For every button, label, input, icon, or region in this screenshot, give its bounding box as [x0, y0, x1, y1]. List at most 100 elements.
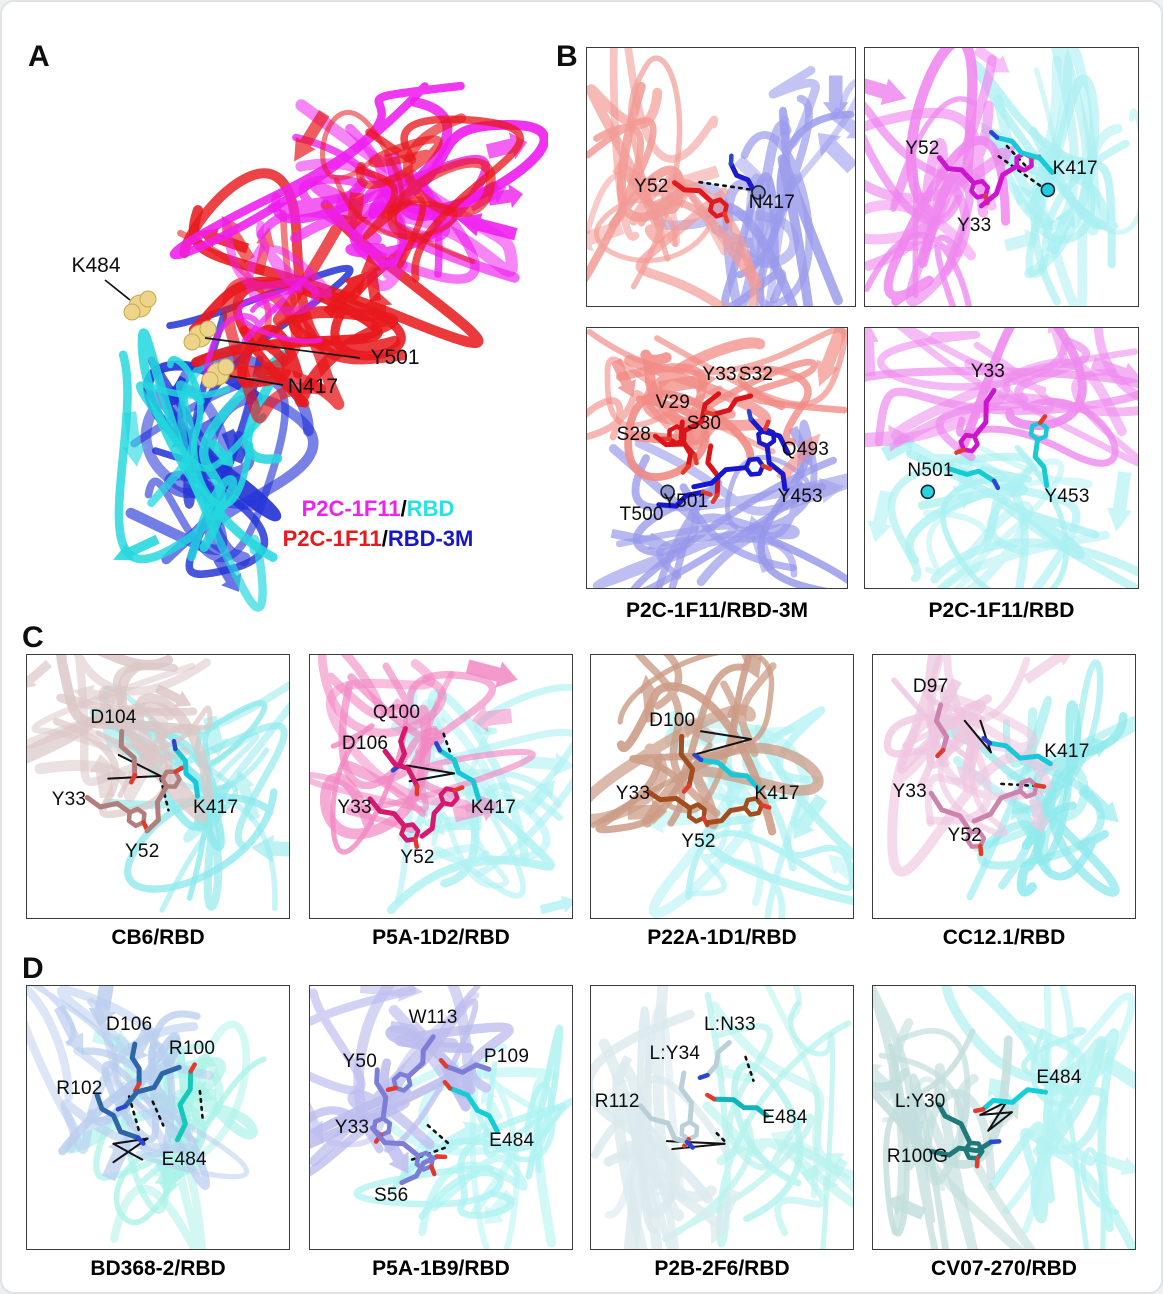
ribbon-art	[27, 986, 267, 1249]
ribbon-art	[587, 48, 855, 306]
residue-label-s30: S30	[686, 413, 722, 435]
caption-p5a1b9-rbd: P5A-1B9/RBD	[372, 1257, 510, 1280]
panel-d-letter: D	[22, 952, 44, 985]
residue-label-y453: Y453	[1044, 486, 1090, 507]
subpanel-bd3682-rbd: D106 R100 R102 E484	[26, 985, 290, 1250]
subpanel-cc121-rbd: D97 Y33 Y52 K417	[872, 654, 1136, 919]
residue-label-l-y34: L:Y34	[649, 1043, 701, 1065]
residue-label-q493: Q493	[781, 439, 830, 461]
residue-label-y453: Y453	[777, 486, 823, 507]
residue-label-k417: K417	[754, 783, 800, 805]
residue-label-t500: T500	[619, 504, 664, 526]
legend-segment: P2C-1F11	[282, 526, 382, 551]
residue-label-n417: N417	[748, 191, 796, 213]
legend-segment: RBD-3M	[387, 526, 474, 551]
ribbon-art	[310, 655, 572, 915]
residue-label-k417: K417	[470, 796, 516, 818]
caption-p5a1d2-rbd: P5A-1D2/RBD	[372, 926, 510, 949]
ribbon-art	[310, 986, 572, 1249]
residue-label-l-n33: L:N33	[704, 1014, 756, 1036]
residue-label-w113: W113	[408, 1006, 458, 1028]
subpanel-b1-p2c1f11-rbd3m-n417: Y52 N417	[586, 47, 856, 307]
ribbon-art	[883, 655, 1135, 901]
ribbon-art	[587, 328, 847, 588]
legend-line-1: P2C-1F11/RBD	[260, 494, 496, 524]
structure-annotation-k484: K484	[71, 254, 120, 277]
residue-label-k417: K417	[1052, 158, 1098, 180]
residue-label-y50: Y50	[342, 1051, 377, 1073]
residue-label-y52: Y52	[681, 830, 716, 852]
caption-p2b2f6-rbd: P2B-2F6/RBD	[654, 1257, 790, 1280]
structure-annotation-y501: Y501	[370, 346, 419, 369]
legend-segment: P2C-1F11	[301, 496, 401, 521]
legend-line-2: P2C-1F11/RBD-3M	[260, 524, 496, 554]
subpanel-p2b2f6-rbd: L:N33 L:Y34 R112 E484	[590, 985, 854, 1250]
residue-label-r100: R100	[168, 1038, 216, 1060]
caption-bd3682-rbd: BD368-2/RBD	[90, 1257, 226, 1280]
subpanel-p5a1d2-rbd: Q100 D106 Y33 Y52 K417	[309, 654, 573, 919]
residue-label-r112: R112	[594, 1090, 640, 1112]
residue-label-r100g: R100G	[886, 1145, 949, 1167]
ribbon-art	[865, 48, 1138, 306]
residue-label-y501: Y501	[663, 491, 709, 513]
residue-label-y52: Y52	[400, 846, 435, 868]
panel-b-letter: B	[556, 40, 578, 73]
residue-label-s56: S56	[374, 1185, 409, 1207]
residue-label-y33: Y33	[702, 363, 737, 385]
residue-label-s28: S28	[616, 423, 652, 445]
panel-a-letter: A	[28, 40, 50, 73]
residue-label-v29: V29	[655, 392, 691, 414]
subpanel-cv07270-rbd: E484 L:Y30 R100G	[872, 985, 1136, 1250]
residue-label-k417: K417	[193, 796, 239, 818]
caption-cb6-rbd: CB6/RBD	[111, 926, 205, 949]
residue-label-l-y30: L:Y30	[894, 1090, 946, 1112]
residue-label-y52: Y52	[947, 825, 982, 847]
panel-a-ribbon-art: K484 Y501 N417	[71, 81, 548, 612]
residue-label-y33: Y33	[970, 361, 1006, 383]
caption-cc121-rbd: CC12.1/RBD	[942, 926, 1066, 949]
subpanel-p22a1d1-rbd: D100 Y33 Y52 K417	[590, 654, 854, 919]
residue-label-d97: D97	[912, 675, 949, 697]
residue-label-e484: E484	[762, 1106, 808, 1128]
ribbon-art	[873, 986, 1135, 1249]
ribbon-art	[865, 328, 1138, 588]
residue-label-y33: Y33	[334, 1117, 370, 1139]
panel-a-legend: P2C-1F11/RBD P2C-1F11/RBD-3M	[260, 494, 496, 554]
subpanel-b4-p2c1f11-rbd: Y33 N501 Y453	[864, 327, 1139, 589]
legend-segment: /	[400, 496, 407, 521]
panel-a-structure: K484 Y501 N417	[20, 58, 548, 620]
residue-label-y33: Y33	[51, 788, 87, 810]
residue-label-n501: N501	[907, 460, 954, 481]
residue-label-r102: R102	[56, 1077, 103, 1099]
residue-label-d106: D106	[341, 733, 389, 755]
residue-label-q100: Q100	[372, 701, 421, 723]
ribbon-art	[591, 986, 853, 1249]
residue-label-p109: P109	[483, 1046, 530, 1067]
ribbon-art	[591, 655, 853, 918]
legend-segment: /	[381, 526, 388, 551]
residue-label-y33: Y33	[615, 783, 651, 805]
panel-c-letter: C	[22, 621, 44, 654]
subpanel-p5a1b9-rbd: W113 Y50 P109 Y33 S56 E484	[309, 985, 573, 1250]
residue-label-d106: D106	[106, 1014, 153, 1036]
subpanel-b3-p2c1f11-rbd3m: Y33 S32 V29 S30 S28 Q493 Y453 Y501 T500	[586, 327, 848, 589]
residue-label-y52: Y52	[905, 137, 940, 159]
caption-p2c1f11-rbd3m: P2C-1F11/RBD-3M	[625, 599, 809, 622]
residue-label-y33: Y33	[956, 215, 992, 237]
ribbon-art	[27, 655, 289, 913]
residue-label-e484: E484	[489, 1130, 535, 1152]
structure-annotation-n417: N417	[288, 375, 338, 398]
residue-label-k417: K417	[1044, 741, 1090, 763]
residue-label-y33: Y33	[892, 780, 927, 802]
residue-label-d100: D100	[649, 709, 696, 731]
caption-p2c1f11-rbd: P2C-1F11/RBD	[928, 599, 1075, 622]
residue-label-s32: S32	[738, 363, 774, 385]
residue-label-e484: E484	[1036, 1067, 1082, 1089]
residue-label-d104: D104	[90, 707, 137, 729]
subpanel-b2-p2c1f11-rbd-k417: Y52 Y33 K417	[864, 47, 1139, 307]
residue-label-y33: Y33	[337, 796, 372, 818]
caption-cv07270-rbd: CV07-270/RBD	[931, 1257, 1077, 1280]
residue-label-y52: Y52	[125, 841, 160, 863]
caption-p22a1d1-rbd: P22A-1D1/RBD	[647, 926, 797, 949]
